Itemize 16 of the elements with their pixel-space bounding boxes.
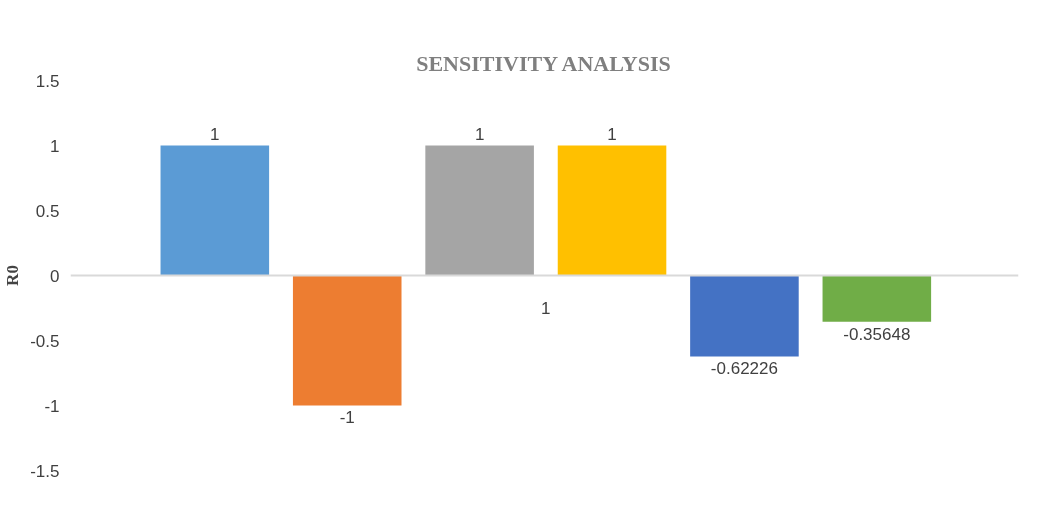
y-tick-label: -1.5 (30, 461, 60, 481)
y-tick-label: 0 (50, 266, 60, 286)
y-tick-label: 1 (50, 136, 60, 156)
data-label: 1 (210, 124, 220, 144)
y-axis-title: R0 (3, 265, 23, 286)
data-label: -0.35648 (843, 324, 911, 344)
data-label: -0.62226 (710, 359, 778, 379)
data-label: -1 (339, 408, 355, 428)
data-label: 1 (607, 124, 617, 144)
y-tick-label: 0.5 (35, 201, 60, 221)
y-tick-label: -0.5 (30, 331, 60, 351)
y-tick-label: -1 (44, 396, 60, 416)
data-label: 1 (474, 124, 485, 144)
y-tick-label: 1.5 (35, 71, 60, 91)
chart-title: SENSITIVITY ANALYSIS (416, 50, 671, 76)
annotation: 1 (541, 299, 551, 318)
